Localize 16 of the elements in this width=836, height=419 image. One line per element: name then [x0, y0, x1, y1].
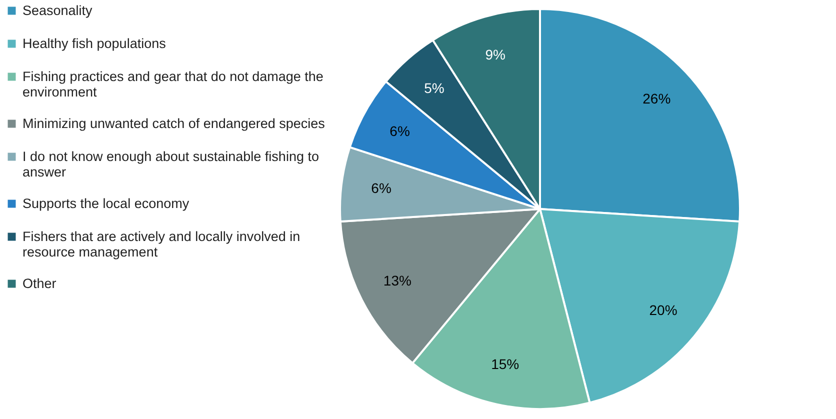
data-label: 20% [649, 302, 678, 318]
legend-label: Supports the local economy [22, 196, 190, 211]
data-label: 15% [491, 356, 520, 372]
data-label: 6% [371, 180, 392, 196]
data-label: 5% [424, 80, 444, 96]
legend-label: Fishing practices and gear that do not damage the environment [22, 68, 324, 100]
data-label: 9% [485, 46, 506, 62]
legend-label: I do not know enough about sustainable fishing to answer [22, 148, 319, 180]
data-label: 6% [390, 122, 410, 139]
legend-label: Fishers that are actively and locally involved in resource management [22, 228, 300, 260]
data-label: 26% [642, 90, 671, 106]
data-label: 13% [383, 272, 412, 289]
legend-label: Healthy fish populations [22, 36, 166, 51]
legend-label: Minimizing unwanted catch of endangered species [22, 116, 326, 131]
legend-label: Other [22, 276, 57, 291]
legend-label: Seasonality [22, 2, 93, 18]
